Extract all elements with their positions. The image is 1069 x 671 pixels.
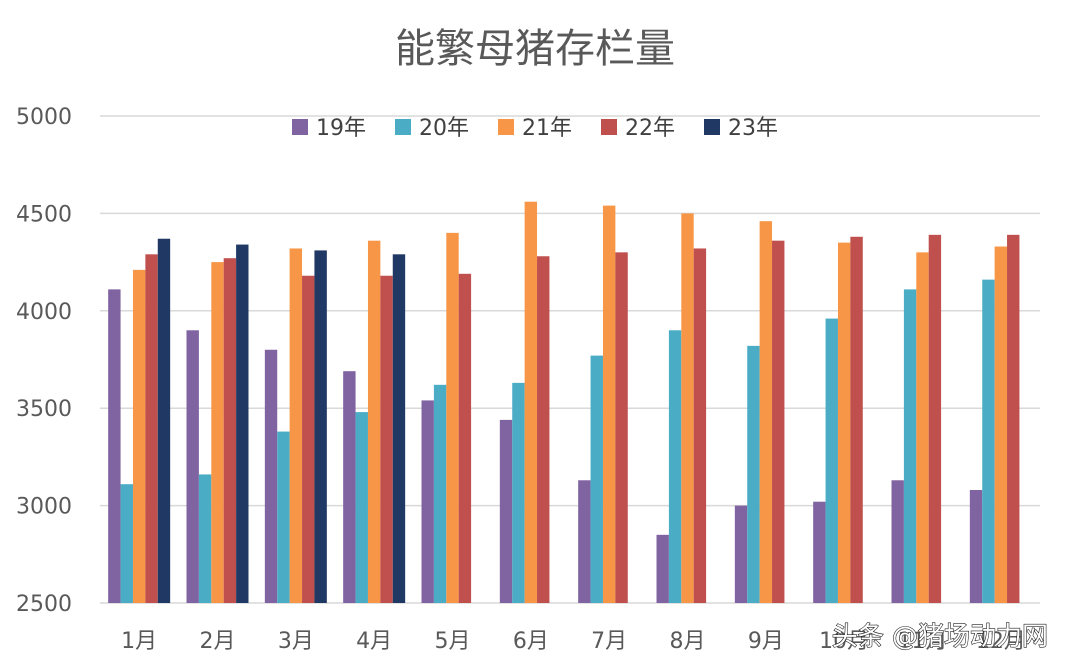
y-tick-label: 3500	[16, 397, 72, 422]
y-tick-label: 5000	[16, 105, 72, 130]
bar-23年-1月	[157, 238, 171, 603]
bar-20年-5月	[433, 384, 447, 603]
bar-20年-12月	[982, 279, 995, 603]
bar-21年-4月	[367, 240, 381, 603]
x-category-label: 4月	[356, 629, 392, 654]
bar-20年-3月	[277, 431, 290, 603]
bar-19年-9月	[734, 505, 748, 603]
bar-23年-4月	[392, 254, 406, 604]
x-axis-category-labels: 1月 2月 3月 4月 5月 6月 7月 8月 9月 10月 11月 12月	[121, 629, 1026, 654]
bar-20年-10月	[825, 318, 838, 603]
bar-22年-7月	[615, 252, 628, 604]
legend-swatch-20年	[395, 119, 411, 135]
bar-20年-4月	[355, 412, 368, 603]
x-category-label: 6月	[513, 629, 549, 654]
chart-title: 能繁母猪存栏量	[395, 26, 675, 72]
bar-22年-6月	[537, 256, 550, 603]
bar-22年-2月	[223, 258, 237, 603]
bar-21年-5月	[446, 232, 459, 603]
bar-21年-11月	[916, 252, 929, 604]
bar-22年-8月	[693, 248, 707, 604]
bar-19年-3月	[264, 349, 278, 603]
bar-20年-1月	[120, 484, 133, 603]
x-category-label: 5月	[435, 629, 471, 654]
bar-22年-12月	[1007, 234, 1020, 603]
bar-22年-11月	[928, 234, 942, 603]
bar-20年-9月	[747, 345, 760, 603]
bar-19年-2月	[186, 330, 199, 603]
watermark-text: 头条 @猪场动力网	[832, 622, 1048, 652]
bar-20年-6月	[512, 382, 525, 603]
bar-19年-8月	[656, 534, 669, 603]
bar-22年-5月	[458, 273, 472, 603]
bar-19年-11月	[891, 480, 904, 603]
bar-22年-10月	[850, 236, 863, 603]
bar-23年-2月	[236, 244, 249, 603]
bar-19年-1月	[108, 289, 121, 603]
bar-20年-7月	[590, 355, 603, 603]
bar-21年-9月	[759, 221, 773, 603]
bar-22年-4月	[380, 275, 393, 603]
bars	[108, 201, 1020, 604]
bar-19年-12月	[969, 490, 983, 603]
legend-label-21年: 21年	[522, 116, 572, 141]
x-category-label: 2月	[200, 629, 236, 654]
legend-swatch-23年	[704, 119, 720, 135]
legend-label-19年: 19年	[316, 116, 366, 141]
bar-20年-2月	[198, 474, 212, 603]
x-category-label: 12月	[976, 629, 1026, 654]
legend-label-22年: 22年	[625, 116, 675, 141]
bar-22年-1月	[145, 254, 158, 604]
legend-swatch-21年	[498, 119, 514, 135]
legend-swatch-19年	[292, 119, 308, 135]
bar-22年-9月	[772, 240, 785, 603]
bar-21年-2月	[211, 262, 224, 603]
bar-21年-12月	[994, 246, 1008, 604]
bar-20年-11月	[903, 289, 917, 603]
bar-21年-3月	[289, 248, 303, 604]
x-category-label: 7月	[591, 629, 627, 654]
legend-label-23年: 23年	[728, 116, 778, 141]
bar-19年-7月	[578, 480, 591, 603]
bar-22年-3月	[302, 275, 315, 603]
y-tick-label: 2500	[16, 592, 72, 617]
bar-21年-8月	[681, 213, 694, 603]
bar-21年-7月	[602, 205, 616, 603]
bar-21年-1月	[132, 269, 146, 603]
x-category-label: 9月	[748, 629, 784, 654]
y-tick-label: 4000	[16, 300, 72, 325]
bar-21年-6月	[524, 201, 538, 603]
bar-23年-3月	[314, 250, 327, 604]
legend-label-20年: 20年	[419, 116, 469, 141]
y-axis-tick-labels: 2500 3000 3500 4000 4500 5000	[16, 105, 72, 617]
legend-swatch-22年	[601, 119, 617, 135]
legend: 19年 20年 21年 22年 23年	[292, 116, 778, 141]
bar-19年-4月	[343, 371, 356, 603]
x-category-label: 3月	[278, 629, 314, 654]
y-tick-label: 4500	[16, 202, 72, 227]
bar-20年-8月	[668, 330, 682, 603]
x-category-label: 11月	[898, 629, 948, 654]
x-category-label: 10月	[819, 629, 869, 654]
bar-21年-10月	[837, 242, 851, 603]
x-category-label: 1月	[121, 629, 157, 654]
y-tick-label: 3000	[16, 495, 72, 520]
bar-19年-10月	[813, 501, 826, 603]
bar-19年-6月	[499, 419, 513, 603]
bar-19年-5月	[421, 400, 434, 603]
gridlines	[100, 115, 1040, 604]
x-category-label: 8月	[670, 629, 706, 654]
